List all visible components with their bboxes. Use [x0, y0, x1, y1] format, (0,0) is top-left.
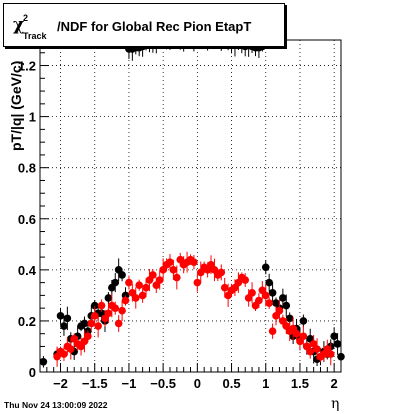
data-point [282, 294, 291, 317]
data-point [306, 344, 315, 359]
data-point [285, 312, 294, 325]
data-point [90, 306, 99, 326]
data-point [87, 315, 96, 332]
data-point [131, 287, 140, 309]
data-point [248, 282, 256, 304]
data-point [60, 347, 68, 361]
timestamp: Thu Nov 24 13:00:09 2022 [4, 400, 108, 410]
data-point [111, 273, 120, 293]
x-tick-label: −1.5 [82, 376, 108, 391]
x-tick-label: 1.5 [291, 376, 309, 391]
y-tick-label: 0 [29, 365, 36, 380]
y-tick-label: 0.2 [18, 314, 36, 329]
data-point [104, 292, 113, 304]
title-text: /NDF for Global Rec Pion EtapT [57, 19, 252, 34]
data-point [333, 333, 342, 355]
y-tick-label: 1.2 [18, 59, 36, 74]
axis-tick-labels: −2 −1.5 −1 −0.5 0 0.5 1 1.5 2 0 0.2 0.4 0.6 0.8 1 1.2 [18, 59, 338, 391]
data-point [56, 307, 65, 324]
data-point [114, 315, 123, 332]
y-tick-label: 0.4 [18, 263, 37, 278]
data-point [275, 299, 284, 323]
data-point [125, 275, 133, 290]
data-point [63, 306, 72, 331]
data-point [149, 269, 157, 281]
title-box: χ 2 Track /NDF for Global Rec Pion EtapT [3, 3, 285, 47]
chart-points [39, 27, 345, 368]
y-tick-label: 0.8 [18, 161, 36, 176]
data-point [94, 314, 102, 338]
data-point [173, 265, 181, 290]
data-point [268, 323, 277, 339]
series-0 [39, 27, 345, 368]
data-point [337, 350, 345, 363]
data-point [80, 316, 89, 331]
data-point [261, 260, 270, 275]
y-tick-label: 0.6 [18, 212, 36, 227]
title-subscript: Track [23, 31, 47, 41]
x-tick-label: 0.5 [223, 376, 241, 391]
data-point [118, 300, 126, 322]
data-point [97, 299, 106, 312]
data-point [84, 330, 92, 343]
data-point [193, 273, 202, 292]
x-tick-label: −1 [122, 376, 137, 391]
x-tick-label: 1 [262, 376, 269, 391]
series-1 [53, 251, 335, 367]
y-tick-label: 1 [29, 110, 36, 125]
data-point [121, 295, 130, 306]
data-point [118, 268, 126, 282]
x-axis-label: η [331, 396, 340, 412]
title-chi-symbol: χ [13, 15, 25, 35]
x-tick-label: −2 [53, 376, 68, 391]
data-point [299, 325, 308, 347]
y-axis-label: pT/|q| (GeV/c) [8, 60, 24, 151]
x-tick-label: 0 [194, 376, 201, 391]
data-point [299, 314, 308, 328]
data-point [155, 270, 164, 290]
data-point [326, 342, 335, 366]
data-point [217, 264, 226, 281]
data-point [66, 338, 75, 360]
data-point [268, 282, 277, 304]
data-point [111, 301, 120, 315]
data-point [138, 287, 147, 303]
axis-ticks [39, 39, 342, 373]
data-point [255, 293, 263, 308]
data-point [39, 356, 48, 368]
data-point [292, 327, 301, 341]
data-point [166, 253, 174, 271]
title-superscript: 2 [23, 13, 29, 23]
data-point [190, 255, 198, 270]
x-tick-label: 2 [331, 376, 338, 391]
data-point [241, 273, 250, 287]
data-point [265, 273, 273, 292]
data-point [330, 327, 338, 346]
data-point [265, 297, 273, 309]
data-point [135, 279, 143, 291]
x-tick-label: −0.5 [150, 376, 176, 391]
